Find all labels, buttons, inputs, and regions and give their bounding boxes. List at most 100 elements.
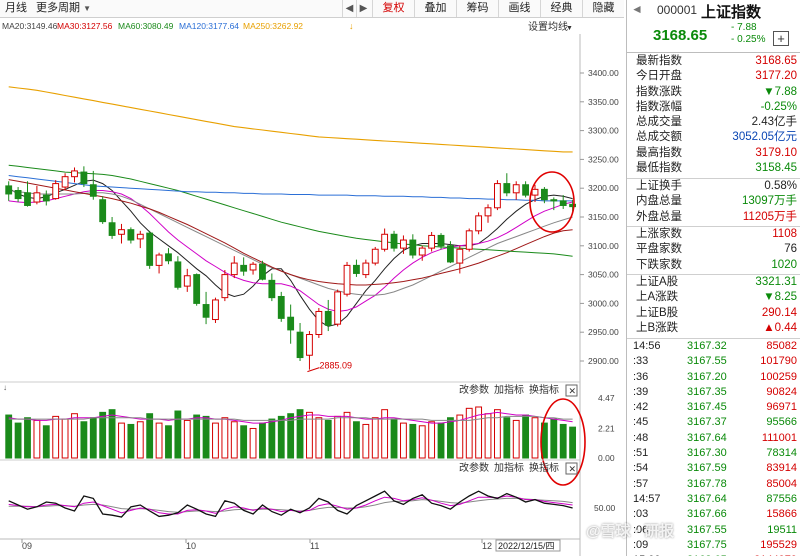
volume-bar-down: [296, 409, 304, 459]
change-params-button[interactable]: 改参数: [459, 383, 489, 396]
volume-bar-up: [230, 421, 238, 459]
volume-bar-up: [212, 422, 219, 459]
tab-overlay[interactable]: 叠加: [414, 0, 456, 17]
tick-time: :09: [633, 538, 649, 551]
tick-price: 3167.64: [687, 492, 727, 505]
tick-volume: 83914: [766, 462, 797, 475]
settings-ma-button[interactable]: 设置均线: [528, 20, 568, 33]
volume-arrow-icon: ↓: [3, 383, 7, 392]
candle-up: [484, 207, 492, 217]
switch-indicator-button[interactable]: 换指标: [529, 383, 559, 396]
volume-bar-down: [202, 415, 210, 459]
tick-row: :36 3167.20 100259: [627, 370, 800, 385]
tick-list[interactable]: 14:56 3167.32 85082:33 3167.55 101790:36 3167…: [627, 338, 800, 556]
volume-ma-line: [8, 411, 573, 424]
stat-value: 76: [784, 243, 797, 256]
stat-value: 3052.05亿元: [732, 131, 797, 144]
close-button: [565, 462, 578, 475]
volume-bar-down: [550, 418, 558, 459]
add-indicator-button[interactable]: 加指标: [494, 461, 524, 474]
tick-volume: 195529: [760, 538, 797, 551]
collapse-icon[interactable]: ◄: [631, 2, 643, 16]
tab-classic[interactable]: 经典: [540, 0, 582, 17]
more-periods-label: 更多周期: [36, 2, 80, 14]
volume-bar-up: [456, 414, 464, 459]
candle-up: [61, 176, 69, 188]
candle-up: [118, 229, 125, 235]
candle-down: [202, 304, 210, 318]
more-periods-button[interactable]: 更多周期 ▼: [36, 0, 91, 17]
tab-chips[interactable]: 筹码: [456, 0, 498, 17]
left-arrow-icon[interactable]: ◀: [342, 0, 356, 17]
stat-label: 最低指数: [636, 162, 682, 175]
candle-down: [287, 316, 295, 331]
tick-volume: 85082: [766, 340, 797, 352]
stat-label: 总成交量: [636, 116, 682, 129]
volume-bar-up: [221, 417, 229, 459]
period-month-button[interactable]: 月线: [5, 2, 27, 14]
candle-up: [400, 239, 407, 249]
volume-bar-down: [193, 414, 201, 459]
candle-up: [212, 299, 219, 321]
stat-label: 平盘家数: [636, 243, 682, 256]
tab-hide[interactable]: 隐藏: [582, 0, 624, 17]
candle-down: [146, 232, 154, 266]
turnover-stats: 上证换手 0.58% 内盘总量 13097万手 外盘总量 11205万手: [627, 178, 800, 225]
volume-bar-down: [437, 422, 445, 459]
volume-bar-down: [14, 422, 22, 459]
tab-adjust[interactable]: 复权: [372, 0, 414, 17]
candle-down: [42, 194, 50, 202]
tick-row: :06 3167.55 19511: [627, 523, 800, 538]
tick-price: 3168.65: [687, 553, 727, 556]
tab-draw[interactable]: 画线: [498, 0, 540, 17]
time-tick-label: 10: [186, 541, 196, 551]
stat-value: 3177.20: [755, 70, 797, 83]
stat-row: 下跌家数 1020: [627, 258, 800, 273]
add-watchlist-button[interactable]: +: [773, 31, 789, 46]
tick-time: :54: [633, 462, 649, 475]
right-arrow-icon[interactable]: ▶: [356, 0, 370, 17]
candle-down: [324, 310, 332, 326]
stat-row: 内盘总量 13097万手: [627, 194, 800, 209]
volume-tick-label: 0.00: [598, 453, 615, 463]
add-indicator-button[interactable]: 加指标: [494, 383, 524, 396]
volume-bar-up: [315, 417, 323, 459]
stat-value: ▲0.44: [763, 321, 797, 334]
volume-bar-down: [42, 425, 50, 459]
volume-bar-down: [174, 410, 182, 459]
price-tick-label: 3150.00: [588, 212, 619, 222]
price-tick-label: 3000.00: [588, 298, 619, 308]
date-cursor-box: [495, 539, 561, 552]
volume-bar-down: [409, 423, 417, 459]
change-params-button[interactable]: 改参数: [459, 461, 489, 474]
volume-bar-down: [503, 417, 511, 459]
volume-bar-down: [324, 419, 332, 459]
volume-bar-down: [146, 413, 154, 459]
stat-label: 最高指数: [636, 146, 682, 159]
candle-up: [183, 275, 191, 287]
stat-value: 3158.45: [755, 162, 797, 175]
change-value: - 7.88: [731, 22, 757, 33]
tick-price: 3167.32: [687, 340, 727, 352]
volume-bar-down: [5, 414, 13, 459]
volume-bar-up: [155, 422, 163, 459]
tick-row: :09 3167.75 195529: [627, 538, 800, 553]
stat-value: 3179.10: [755, 146, 797, 159]
kline-chart[interactable]: MA20:3149.46 MA30:3127.56 MA60:3080.49 MA12…: [0, 18, 624, 556]
indicator-line: [8, 495, 573, 515]
tick-price: 3167.55: [687, 355, 727, 368]
ma-line-ma60: [8, 164, 573, 257]
breadth-stats: 上涨家数 1108 平盘家数 76 下跌家数 1020: [627, 226, 800, 273]
switch-indicator-button[interactable]: 换指标: [529, 461, 559, 474]
candle-down: [540, 188, 548, 201]
price-tick-label: 3300.00: [588, 126, 619, 136]
stat-label: 指数涨跌: [636, 85, 682, 98]
candle-down: [108, 222, 116, 236]
tick-price: 3167.37: [687, 416, 727, 429]
candle-down: [165, 253, 172, 262]
candle-up: [315, 310, 323, 336]
change-block: - 7.88 - 0.25%: [731, 22, 765, 46]
volume-bar-up: [306, 411, 313, 459]
stock-code: 000001: [657, 3, 698, 17]
tick-time: :48: [633, 431, 649, 444]
